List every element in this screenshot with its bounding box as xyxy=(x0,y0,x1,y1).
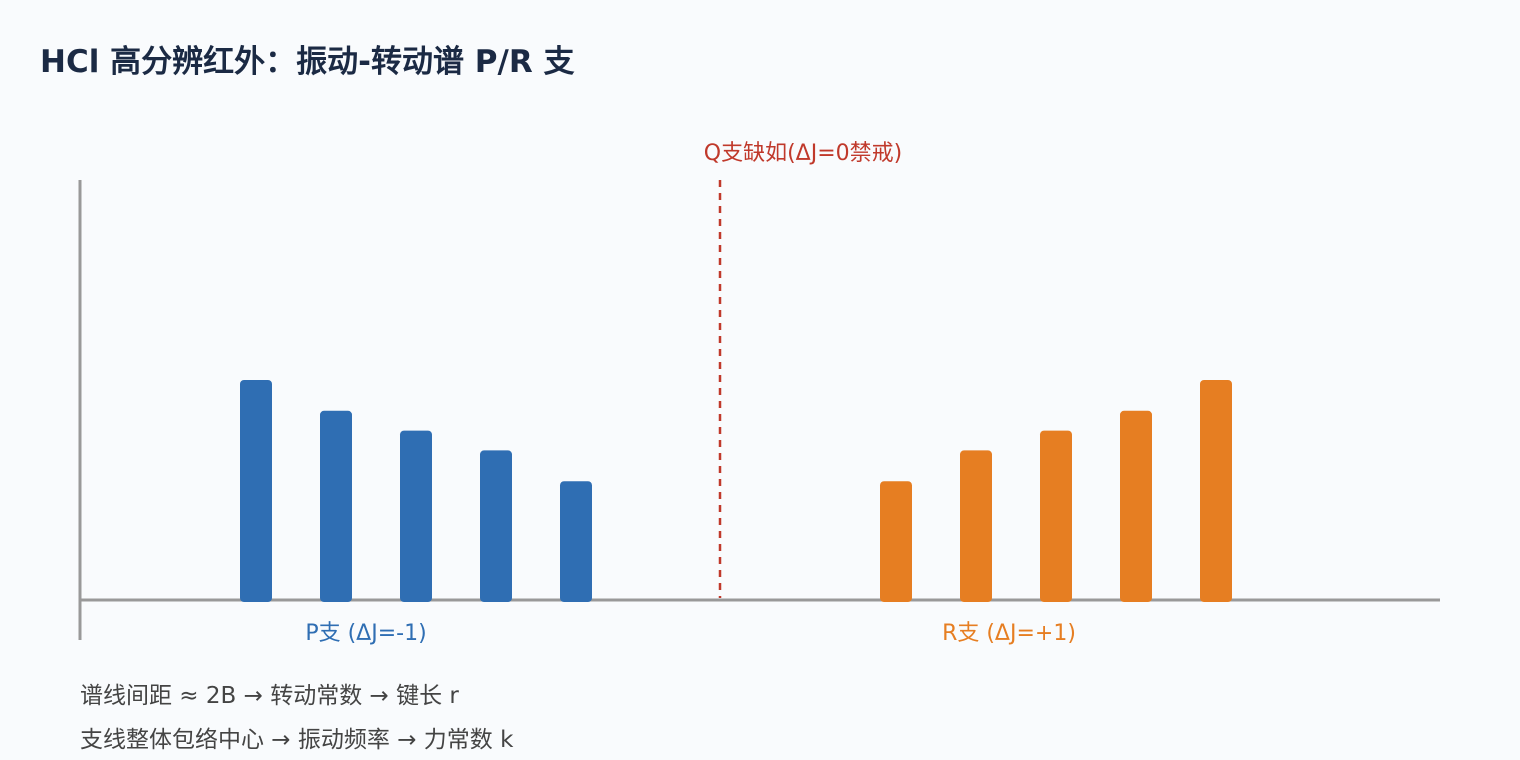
spectrum-chart: P支 (ΔJ=-1) R支 (ΔJ=+1) Q支缺如(ΔJ=0禁戒) xyxy=(78,141,1440,646)
p-branch-bar xyxy=(320,410,352,602)
p-branch-bar xyxy=(400,430,432,602)
r-branch-bar xyxy=(960,450,992,602)
r-branch-bar xyxy=(1040,430,1072,602)
r-branch-bar xyxy=(880,481,912,602)
p-branch-bar xyxy=(480,450,512,602)
r-branch-label: R支 (ΔJ=+1) xyxy=(942,621,1076,646)
r-branch-bar xyxy=(1200,380,1232,602)
q-branch-annotation: Q支缺如(ΔJ=0禁戒) xyxy=(704,141,902,166)
note-envelope-center: 支线整体包络中心 → 振动频率 → 力常数 k xyxy=(80,727,514,753)
note-line-spacing: 谱线间距 ≈ 2B → 转动常数 → 键长 r xyxy=(80,683,459,709)
p-branch-label: P支 (ΔJ=-1) xyxy=(305,621,426,646)
page-title: HCl 高分辨红外：振动-转动谱 P/R 支 xyxy=(40,44,575,80)
r-branch-bar xyxy=(1120,410,1152,602)
p-branch-bar xyxy=(240,380,272,602)
p-branch-bar xyxy=(560,481,592,602)
